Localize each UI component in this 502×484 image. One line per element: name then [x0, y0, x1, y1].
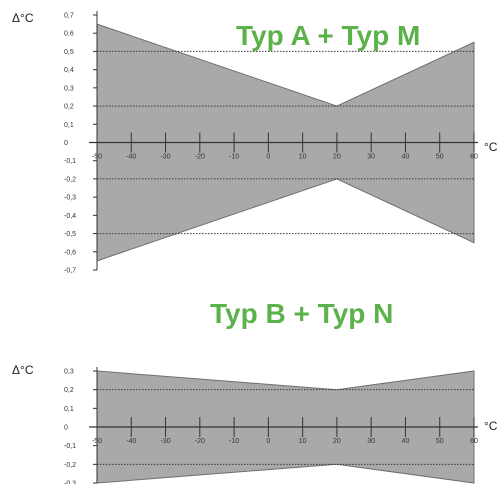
y-tick-label: 0,1	[64, 406, 74, 413]
x-tick-label: 60	[470, 154, 478, 161]
chart-typ-b-n: 0,3 0,2 0,1 0 -0,1 -0,2 -0,3 -50 -40 -30 -20 -10 0 10…	[12, 298, 498, 484]
y-tick-label: -0,1	[64, 443, 76, 450]
x-tick-label: -40	[126, 154, 136, 161]
x-tick-label: 0	[266, 154, 270, 161]
x-tick-label: 40	[402, 438, 410, 445]
y-tick-label: 0,3	[64, 369, 74, 376]
x-tick-label: 40	[402, 154, 410, 161]
x-tick-label: 60	[470, 438, 478, 445]
x-tick-label: -50	[92, 154, 102, 161]
y-tick-label: -0,2	[64, 462, 76, 469]
y-tick-label: 0,4	[64, 67, 74, 74]
y-tick-label: 0,7	[64, 13, 74, 20]
x-tick-label: 10	[299, 438, 307, 445]
x-axis-label: °C	[484, 419, 498, 433]
x-axis-label: °C	[484, 140, 498, 154]
y-tick-label: -0,6	[64, 249, 76, 256]
x-tick-label: -20	[195, 154, 205, 161]
y-tick-label: -0,7	[64, 268, 76, 275]
y-tick-label: 0,2	[64, 387, 74, 394]
x-tick-label: -10	[229, 154, 239, 161]
x-tick-label: -10	[229, 438, 239, 445]
y-axis-label: Δ°C	[12, 363, 34, 377]
x-tick-label: -40	[126, 438, 136, 445]
x-tick-label: 50	[436, 154, 444, 161]
y-tick-label: 0,3	[64, 85, 74, 92]
y-tick-label: -0,3	[64, 195, 76, 202]
x-tick-label: 10	[299, 154, 307, 161]
x-tick-label: 20	[333, 154, 341, 161]
chart-typ-a-m: 0,7 0,6 0,5 0,4 0,3 0,2 0,1 0 -0,1 -0,2 -0,3 -0,4 -0…	[12, 11, 498, 275]
y-tick-label: -0,5	[64, 231, 76, 238]
x-tick-label: -30	[160, 154, 170, 161]
y-tick-label: 0	[64, 425, 68, 432]
x-tick-label: 50	[436, 438, 444, 445]
y-tick-label: 0	[64, 140, 68, 147]
x-tick-label: 30	[367, 438, 375, 445]
chart-title: Typ A + Typ M	[236, 20, 420, 51]
chart-title: Typ B + Typ N	[210, 298, 393, 329]
y-tick-label: 0,5	[64, 49, 74, 56]
y-tick-label: 0,2	[64, 104, 74, 111]
y-tick-label: 0,6	[64, 31, 74, 38]
x-tick-label: 30	[367, 154, 375, 161]
y-tick-label: -0,3	[64, 481, 76, 484]
y-tick-label: -0,1	[64, 158, 76, 165]
x-tick-label: 20	[333, 438, 341, 445]
x-tick-label: -50	[92, 438, 102, 445]
x-tick-label: 0	[266, 438, 270, 445]
x-tick-label: -30	[160, 438, 170, 445]
x-tick-label: -20	[195, 438, 205, 445]
y-tick-label: 0,1	[64, 122, 74, 129]
y-axis-label: Δ°C	[12, 11, 34, 25]
y-tick-label: -0,4	[64, 213, 76, 220]
y-tick-label: -0,2	[64, 176, 76, 183]
